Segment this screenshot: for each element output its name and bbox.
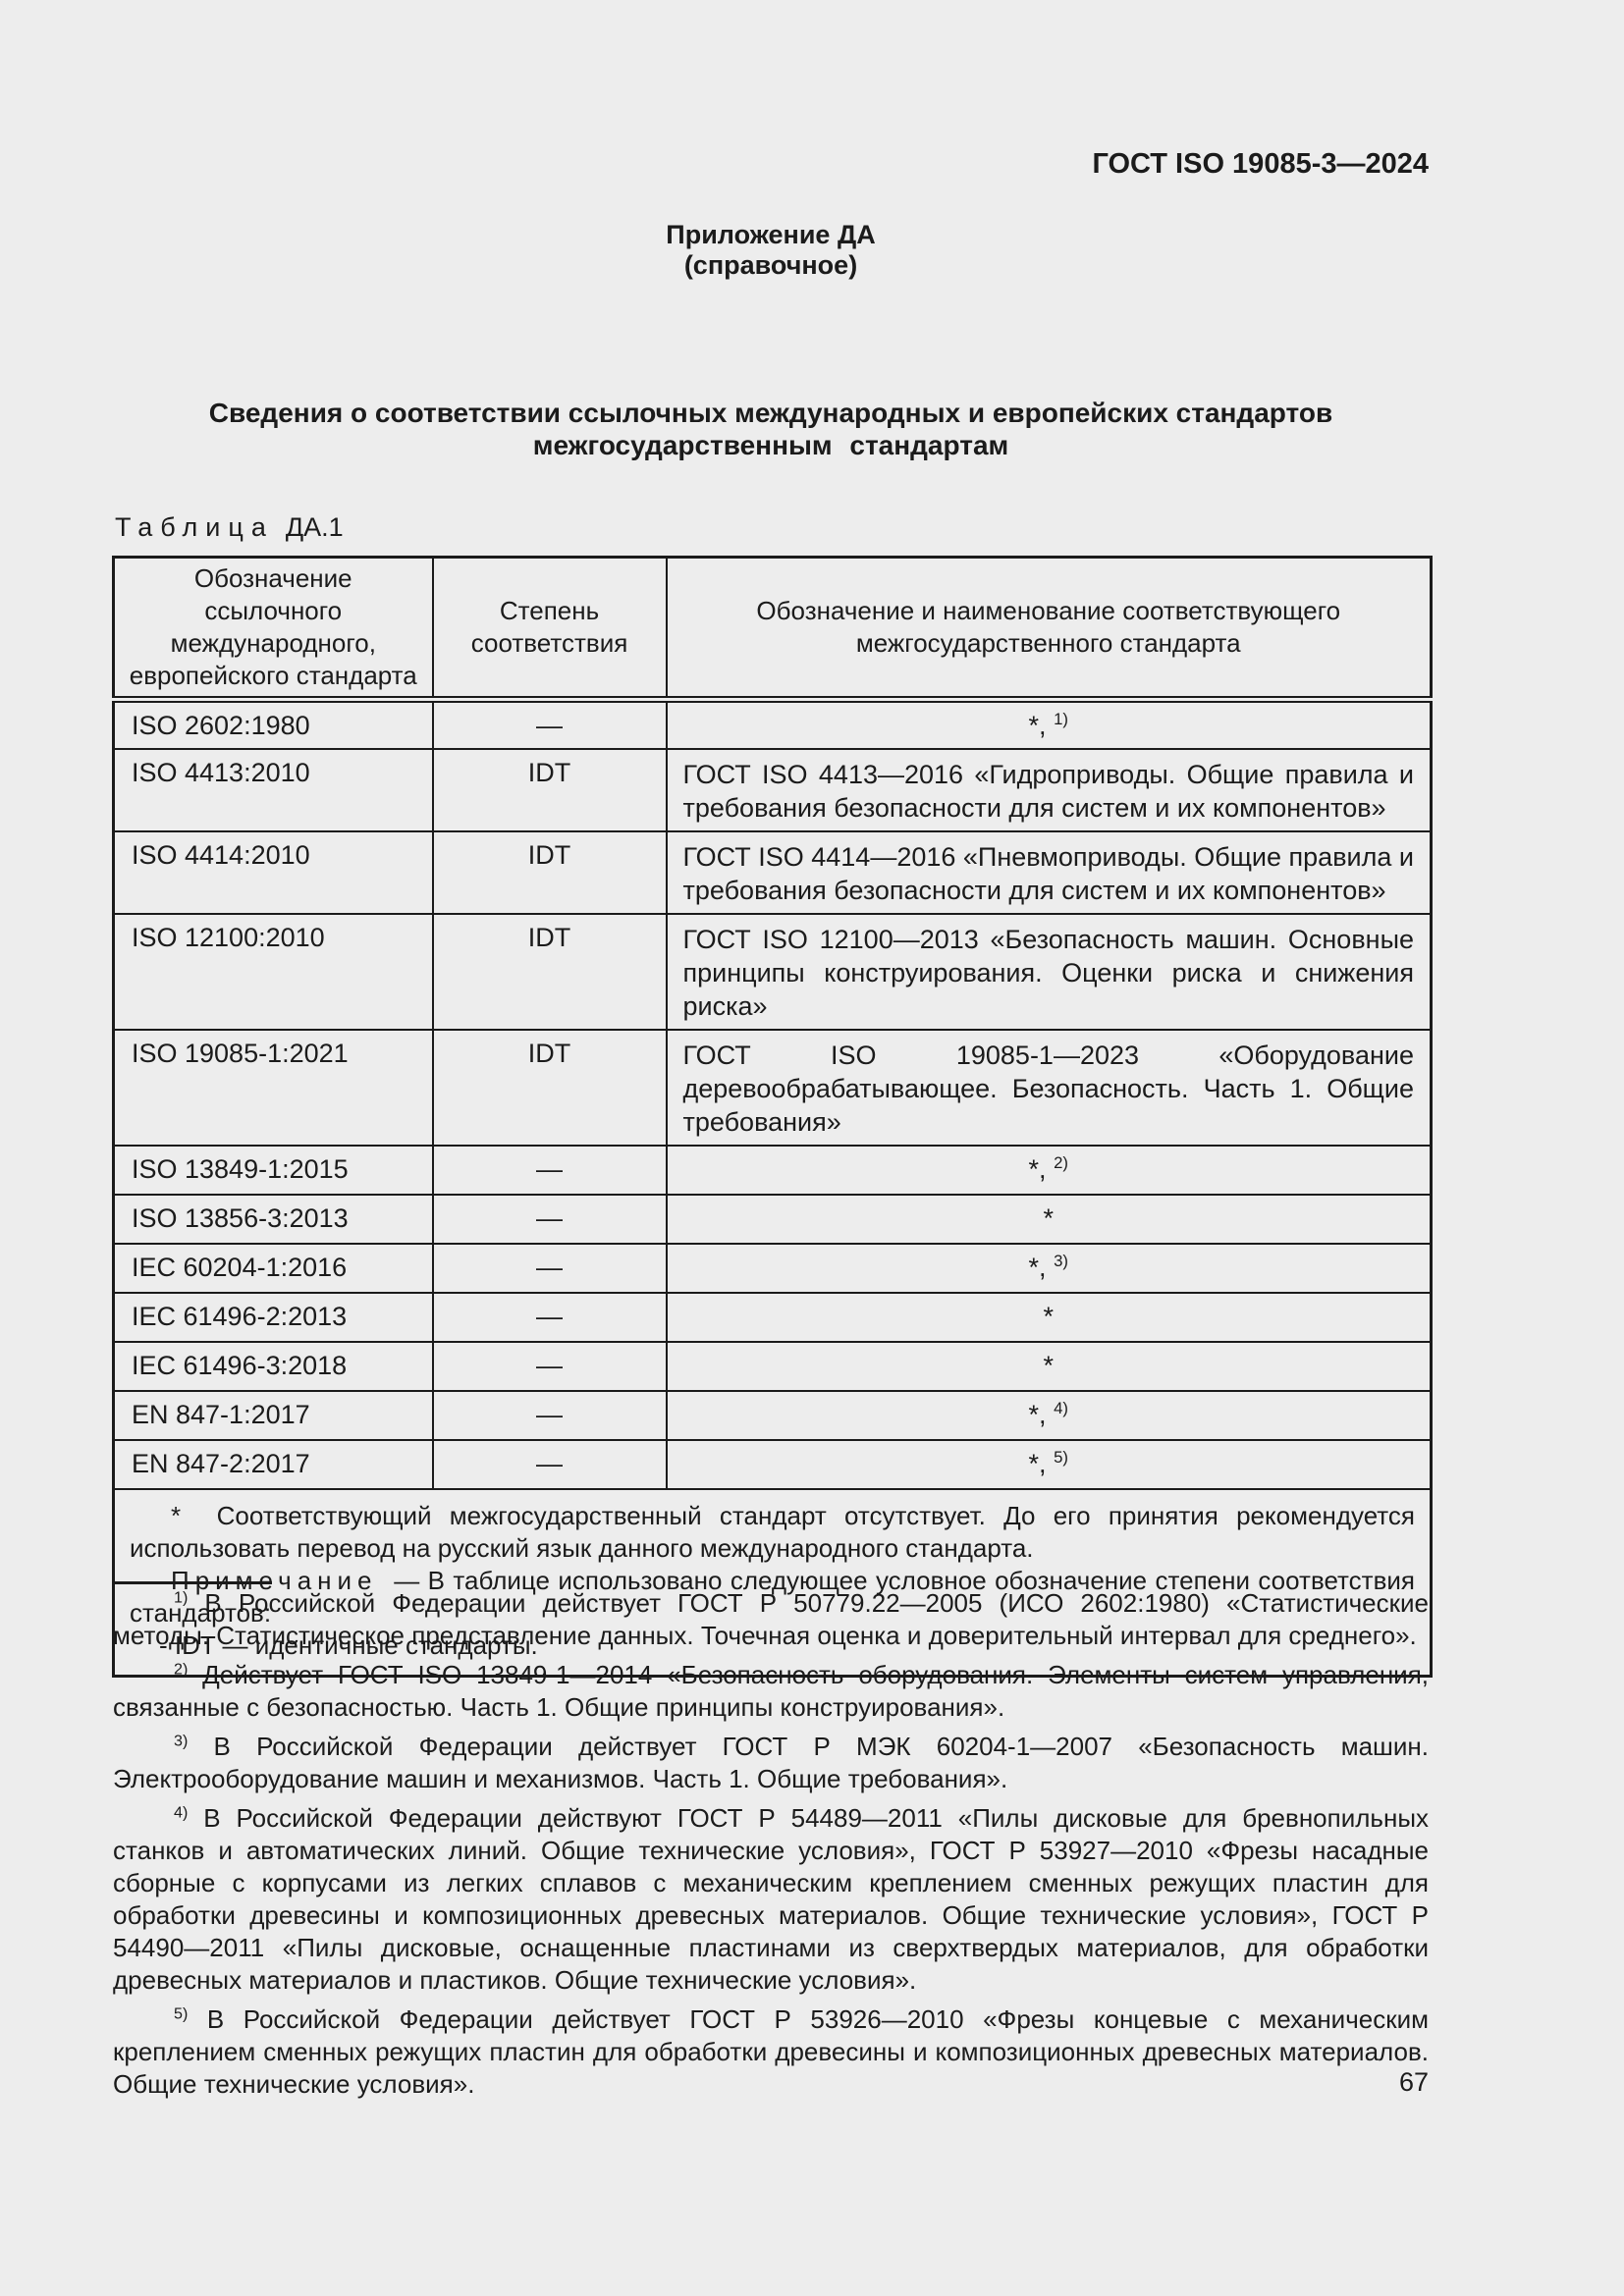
section-title-line2: межгосударственным стандартам xyxy=(532,430,1009,460)
cell-reference-standard: IEC 60204-1:2016 xyxy=(112,1242,434,1294)
cell-reference-standard: ISO 4414:2010 xyxy=(112,829,434,915)
table-note-remark: Примечание — В таблице использовано след… xyxy=(130,1565,1415,1628)
cell-reference-standard: ISO 13849-1:2015 xyxy=(112,1144,434,1196)
cell-degree: — xyxy=(431,1340,668,1392)
cell-degree: IDT xyxy=(431,747,668,832)
footnote-reference-mark: 5) xyxy=(1054,1447,1068,1467)
correspondence-table: Обозначение ссылочного международного, е… xyxy=(112,556,1433,1678)
cell-degree: — xyxy=(431,1389,668,1441)
cell-interstate-mark: * xyxy=(665,1291,1433,1343)
cell-reference-standard: EN 847-1:2017 xyxy=(112,1389,434,1441)
appendix-heading: Приложение ДА (справочное) xyxy=(113,220,1429,281)
column-header-reference-standard: Обозначение ссылочного международного, е… xyxy=(112,556,434,703)
column-header-interstate-standard: Обозначение и наименование соответствующ… xyxy=(665,556,1433,703)
footnote-number: 4) xyxy=(174,1803,189,1822)
cell-degree: — xyxy=(431,1144,668,1196)
table-row: IEC 60204-1:2016— *, 3) xyxy=(112,1242,1433,1294)
cell-reference-standard: ISO 12100:2010 xyxy=(112,912,434,1031)
cell-interstate-mark: *, 4) xyxy=(665,1389,1433,1441)
table-row: IEC 61496-3:2018— * xyxy=(112,1340,1433,1392)
table-row: ISO 12100:2010 IDT ГОСТ ISO 12100—2013 «Бе… xyxy=(112,912,1433,1031)
cell-degree: IDT xyxy=(431,912,668,1031)
table-header-row: Обозначение ссылочного международного, е… xyxy=(112,556,1433,703)
page-number: 67 xyxy=(1398,2067,1429,2097)
cell-interstate-mark: * xyxy=(665,1340,1433,1392)
cell-reference-standard: ISO 2602:1980 xyxy=(112,698,434,750)
table-row: EN 847-2:2017— *, 5) xyxy=(112,1438,1433,1490)
cell-interstate-standard: ГОСТ ISO 12100—2013 «Безопасность машин.… xyxy=(665,912,1433,1031)
cell-interstate-mark: * xyxy=(665,1193,1433,1245)
cell-interstate-mark: *, 2) xyxy=(665,1144,1433,1196)
cell-interstate-mark: *, 5) xyxy=(665,1438,1433,1490)
footnote: 3) В Российской Федерации действует ГОСТ… xyxy=(113,1732,1429,1793)
footnote-separator-rule xyxy=(113,1581,272,1584)
footnote-number: 5) xyxy=(174,2004,189,2023)
footnote-reference-mark: 1) xyxy=(1054,710,1068,728)
cell-degree: — xyxy=(431,1291,668,1343)
table-row: ISO 4414:2010 IDT ГОСТ ISO 4414—2016 «Пнев… xyxy=(112,829,1433,915)
cell-degree: — xyxy=(431,1242,668,1294)
cell-interstate-standard: ГОСТ ISO 4414—2016 «Пневмоприводы. Общие… xyxy=(665,829,1433,915)
cell-reference-standard: EN 847-2:2017 xyxy=(112,1438,434,1490)
cell-degree: — xyxy=(431,698,668,750)
asterisk-mark: * xyxy=(171,1500,182,1530)
footnote: 5) В Российской Федерации действует ГОСТ… xyxy=(113,2004,1429,2099)
footnote-number: 2) xyxy=(174,1660,189,1679)
cell-reference-standard: ISO 13856-3:2013 xyxy=(112,1193,434,1245)
appendix-kind: (справочное) xyxy=(683,250,858,280)
footnote-reference-mark: 4) xyxy=(1054,1398,1068,1417)
cell-degree: — xyxy=(431,1438,668,1490)
cell-interstate-standard: ГОСТ ISO 19085-1—2023 «Оборудование дере… xyxy=(665,1028,1433,1147)
cell-interstate-mark: *, 3) xyxy=(665,1242,1433,1294)
footnote: 1) В Российской Федерации действует ГОСТ… xyxy=(113,1588,1429,1650)
footnote-number: 3) xyxy=(174,1732,189,1750)
cell-reference-standard: IEC 61496-3:2018 xyxy=(112,1340,434,1392)
table-note-star: * Соответствующий межгосударственный ста… xyxy=(130,1500,1415,1563)
footnotes-block: 1) В Российской Федерации действует ГОСТ… xyxy=(113,1587,1429,2108)
cell-reference-standard: ISO 4413:2010 xyxy=(112,747,434,832)
cell-interstate-mark: *, 1) xyxy=(665,698,1433,750)
cell-reference-standard: ISO 19085-1:2021 xyxy=(112,1028,434,1147)
table-row: ISO 13856-3:2013— * xyxy=(112,1193,1433,1245)
footnote-reference-mark: 2) xyxy=(1054,1152,1068,1172)
cell-reference-standard: IEC 61496-2:2013 xyxy=(112,1291,434,1343)
footnote: 2) Действует ГОСТ ISO 13849-1—2014 «Безо… xyxy=(113,1660,1429,1722)
section-title-line1: Сведения о соответствии ссылочных междун… xyxy=(208,398,1333,428)
table-note-row: * Соответствующий межгосударственный ста… xyxy=(112,1487,1433,1677)
table-row: ISO 19085-1:2021 IDT ГОСТ ISO 19085-1—2023… xyxy=(112,1028,1433,1147)
cell-degree: IDT xyxy=(431,829,668,915)
table-row: ISO 13849-1:2015— *, 2) xyxy=(112,1144,1433,1196)
cell-degree: — xyxy=(431,1193,668,1245)
doc-number: ГОСТ ISO 19085-3—2024 xyxy=(1092,148,1429,180)
footnote-number: 1) xyxy=(174,1588,189,1607)
footnote: 4) В Российской Федерации действуют ГОСТ… xyxy=(113,1803,1429,1995)
table-row: ISO 2602:1980— *, 1) xyxy=(112,698,1433,750)
footnote-reference-mark: 3) xyxy=(1054,1251,1068,1270)
table-note-idt: - IDT — идентичные стандарты. xyxy=(159,1629,538,1660)
table-row: IEC 61496-2:2013— * xyxy=(112,1291,1433,1343)
table-row: EN 847-1:2017— *, 4) xyxy=(112,1389,1433,1441)
cell-degree: IDT xyxy=(431,1028,668,1147)
cell-interstate-standard: ГОСТ ISO 4413—2016 «Гидроприводы. Общие … xyxy=(665,747,1433,832)
section-title: Сведения о соответствии ссылочных междун… xyxy=(113,397,1429,461)
table-caption-number: ДА.1 xyxy=(285,512,344,542)
column-header-degree: Степень соответствия xyxy=(431,556,668,703)
table-note-cell: * Соответствующий межгосударственный ста… xyxy=(112,1487,1433,1677)
appendix-label: Приложение ДА xyxy=(666,220,876,249)
table-caption: Таблица ДА.1 xyxy=(115,512,344,542)
table-caption-word: Таблица xyxy=(115,512,274,542)
table-row: ISO 4413:2010 IDT ГОСТ ISO 4413—2016 «Гидр… xyxy=(112,747,1433,832)
